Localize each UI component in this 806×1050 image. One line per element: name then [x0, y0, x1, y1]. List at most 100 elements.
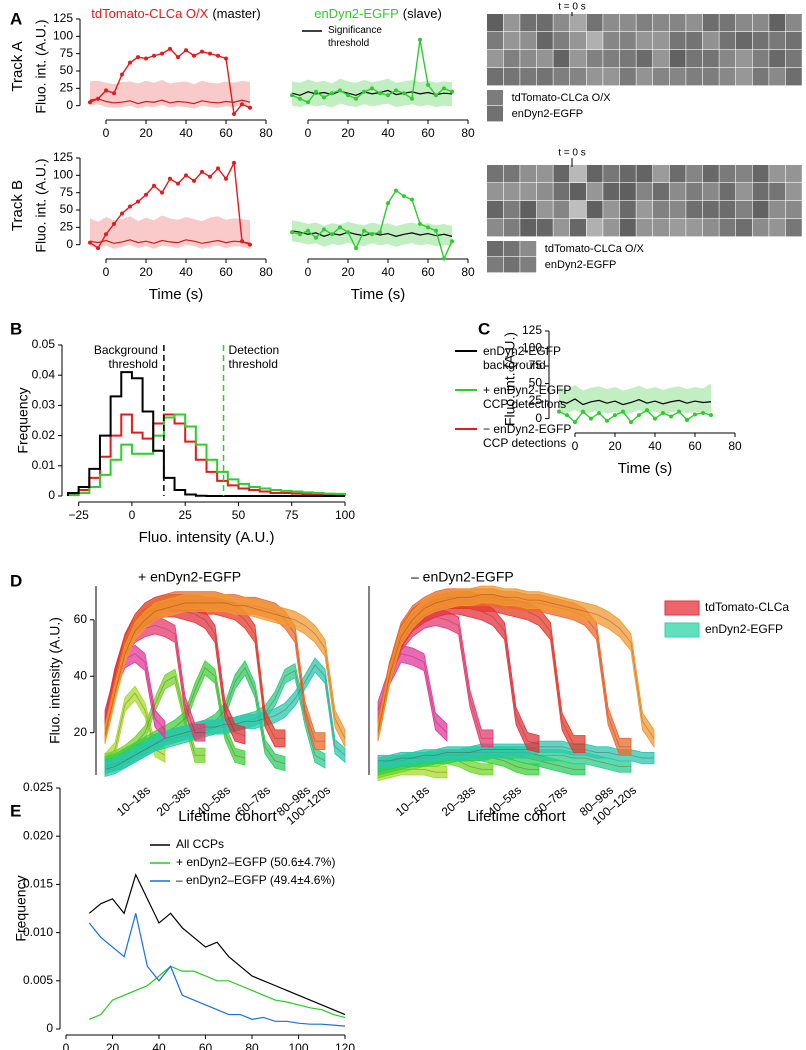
x-axis-label: Lifetime cohort: [467, 808, 566, 825]
data-point: [418, 37, 422, 42]
image-tile: [702, 68, 719, 86]
image-tile: [686, 165, 703, 183]
x-axis-label: Lifetime cohort: [178, 808, 277, 825]
panel-letter: A: [10, 9, 22, 28]
image-tile: [669, 50, 686, 68]
legend-label: − enDyn2-EGFP CCP detections: [483, 422, 572, 450]
image-tile: [503, 219, 520, 237]
image-tile: [653, 68, 669, 86]
x-tick-label: 10–18s: [393, 783, 432, 819]
data-point: [128, 60, 132, 65]
y-tick-label: 125: [522, 323, 542, 337]
image-tile: [586, 32, 603, 50]
image-tile: [619, 201, 636, 219]
image-tile: [736, 50, 752, 68]
image-tile: [570, 201, 586, 219]
image-tile: [636, 165, 653, 183]
y-axis-label: Frequency: [15, 387, 31, 453]
data-point: [693, 412, 697, 417]
image-tile: [686, 14, 703, 32]
y-tick-label: 75: [529, 358, 543, 372]
channel-label: enDyn2-EGFP: [545, 259, 617, 271]
x-tick-label: 0: [572, 439, 579, 453]
y-tick-label: 50: [529, 376, 543, 390]
data-point: [402, 194, 406, 199]
histogram-outline: [67, 371, 345, 497]
data-point: [88, 100, 92, 105]
image-tile: [769, 219, 786, 237]
data-point: [160, 190, 164, 195]
panel-letter: E: [10, 801, 21, 820]
y-tick-label: 25: [60, 81, 74, 95]
row-label: Track A: [9, 41, 26, 91]
y-tick-label: 0: [46, 1021, 53, 1035]
data-point: [224, 176, 228, 181]
data-point: [645, 408, 649, 413]
band: [90, 215, 250, 249]
data-point: [184, 173, 188, 178]
image-tile: [520, 257, 537, 273]
image-tile: [719, 50, 736, 68]
image-tile: [669, 183, 686, 201]
x-tick-label: 80: [259, 126, 273, 140]
image-tile: [503, 183, 520, 201]
data-point: [362, 228, 366, 233]
data-point: [629, 420, 633, 425]
y-tick-label: 0.05: [32, 337, 56, 351]
legend-label: enDyn2-EGFP: [705, 622, 783, 636]
x-tick-label: 10–18s: [114, 783, 153, 819]
data-point: [120, 211, 124, 216]
image-tile: [785, 183, 802, 201]
image-tile: [752, 219, 769, 237]
data-point: [338, 225, 342, 230]
image-tile: [603, 68, 620, 86]
series-line: [89, 239, 251, 244]
data-point: [184, 48, 188, 53]
y-tick-label: 0.015: [23, 877, 53, 891]
data-point: [144, 192, 148, 197]
image-tile: [653, 165, 669, 183]
data-point: [426, 82, 430, 87]
data-point: [232, 112, 236, 116]
image-tile: [586, 50, 603, 68]
data-point: [176, 55, 180, 60]
y-tick-label: 125: [53, 150, 73, 164]
title-suffix: (master): [212, 6, 260, 21]
legend-label: Significance threshold: [328, 25, 382, 49]
image-tile: [769, 50, 786, 68]
data-point: [613, 413, 617, 418]
image-tile: [603, 50, 620, 68]
data-point: [306, 100, 310, 105]
legend-label: – enDyn2–EGFP (49.4±4.6%): [176, 873, 336, 887]
data-point: [442, 256, 446, 261]
data-point: [410, 197, 414, 202]
x-tick-label: 25: [179, 508, 193, 522]
x-tick-label: 20: [139, 265, 153, 279]
image-tile: [553, 183, 570, 201]
data-point: [330, 91, 334, 96]
threshold-label: Detection threshold: [228, 343, 280, 371]
image-tile: [636, 14, 653, 32]
data-point: [370, 86, 374, 91]
image-tile: [586, 14, 603, 32]
image-tile: [570, 32, 586, 50]
data-point: [216, 166, 220, 171]
x-axis-label: Time (s): [351, 286, 405, 303]
x-tick-label: 60: [688, 439, 702, 453]
data-point: [434, 93, 438, 98]
data-point: [370, 232, 374, 237]
image-tile: [503, 241, 520, 257]
x-tick-label: 50: [232, 508, 246, 522]
image-tile: [669, 219, 686, 237]
y-axis-label: Fluo. int. (A.U.): [33, 158, 49, 252]
image-tile: [586, 68, 603, 86]
y-tick-label: 0.010: [23, 925, 53, 939]
image-tile: [570, 183, 586, 201]
data-point: [346, 93, 350, 98]
x-tick-label: 20: [341, 265, 355, 279]
image-tile: [736, 14, 752, 32]
chart-title: – enDyn2-EGFP: [411, 569, 514, 585]
image-tile: [769, 201, 786, 219]
error-band: [377, 585, 655, 749]
